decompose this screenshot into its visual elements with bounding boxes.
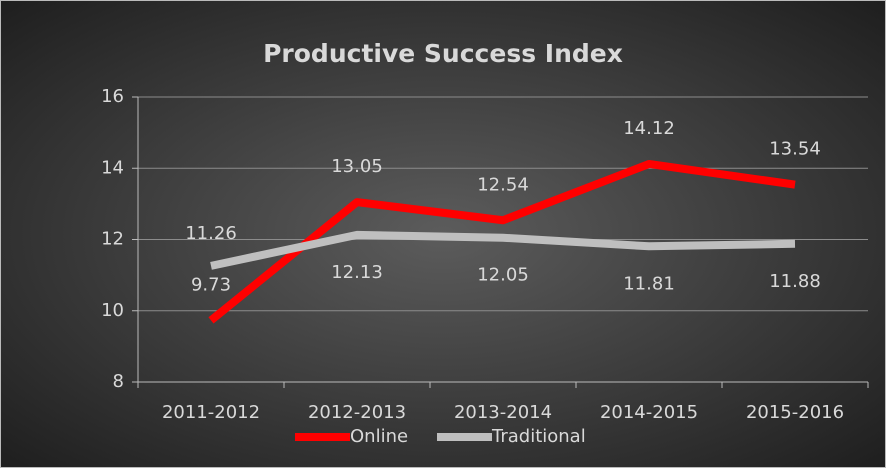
data-label: 12.05 xyxy=(477,265,529,286)
data-label: 9.73 xyxy=(191,274,231,295)
x-tick-label: 2013-2014 xyxy=(454,402,552,423)
x-tick-label: 2012-2013 xyxy=(308,402,406,423)
x-tick-label: 2011-2012 xyxy=(162,402,260,423)
legend-label: Traditional xyxy=(491,426,586,447)
line-series xyxy=(210,230,796,270)
y-tick-label: 12 xyxy=(101,229,124,250)
x-tick-label: 2014-2015 xyxy=(600,402,698,423)
y-tick-label: 8 xyxy=(113,371,124,392)
y-tick-label: 10 xyxy=(101,300,124,321)
data-label: 13.05 xyxy=(331,156,383,177)
data-label: 11.81 xyxy=(623,273,675,294)
data-label: 11.88 xyxy=(769,271,821,292)
y-tick-label: 14 xyxy=(101,157,124,178)
chart-title: Productive Success Index xyxy=(263,39,623,68)
data-label: 14.12 xyxy=(623,118,675,139)
y-tick-label: 16 xyxy=(101,86,124,107)
data-label: 12.13 xyxy=(331,262,383,283)
legend-label: Online xyxy=(350,426,408,447)
data-label: 11.26 xyxy=(185,223,237,244)
x-tick-label: 2015-2016 xyxy=(746,402,844,423)
data-label: 12.54 xyxy=(477,174,529,195)
data-label: 13.54 xyxy=(769,139,821,160)
